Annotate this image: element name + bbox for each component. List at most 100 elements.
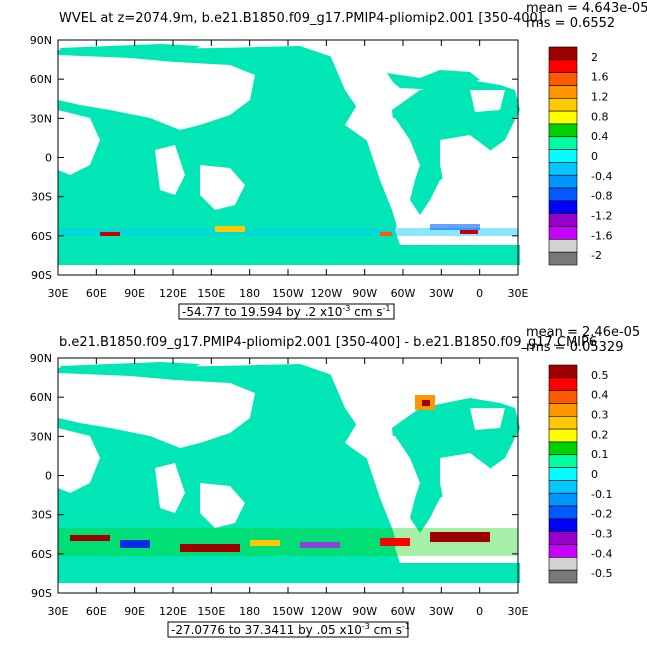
colorbar-swatch [548,531,578,545]
colorbar-label: -0.4 [591,170,612,183]
lon-label: 150E [197,605,225,618]
colorbar-swatch [548,441,578,456]
colorbar-label: -0.4 [591,547,612,560]
lon-label: 180 [239,605,260,618]
lat-label: 60S [31,548,52,561]
colorbar-label: -0.8 [591,190,612,203]
colorbar-swatch [548,544,578,558]
lon-label: 120E [159,287,187,300]
colorbar-label: 0 [591,468,598,481]
colorbar-swatch [548,569,578,584]
colorbar-swatch [548,213,578,227]
panel-2-range-frame [167,621,409,638]
lat-label: 0 [45,152,52,165]
colorbar-swatch [548,149,578,163]
lon-label: 0 [476,287,483,300]
colorbar-swatch [548,492,578,507]
panel-1-mean: mean = 4.643e-05 [526,1,647,16]
lat-label: 60N [30,73,52,86]
panel-1-ocean-field [58,44,520,265]
lat-label: 90N [30,34,52,47]
lon-label: 60W [391,287,416,300]
lat-label: 30S [31,191,52,204]
colorbar-label: 0 [591,150,598,163]
lon-label: 30E [508,287,529,300]
lat-label: 90S [31,587,52,600]
panel-2: b.e21.B1850.f09_g17.PMIP4-pliomip2.001 [… [30,325,640,638]
colorbar-swatch [548,72,578,86]
lon-label: 90W [352,287,377,300]
panel-1-lat-labels: 90N 60N 30N 0 30S 60S 90S [30,34,52,282]
panel-2-ocean-field [58,362,520,583]
colorbar-label: 0.2 [591,428,609,441]
lat-label: 90N [30,352,52,365]
panel-1-lon-labels: 30E 60E 90E 120E 150E 180 150W 120W 90W 60W 30W 0 30… [48,287,529,300]
panel-1-range-text: -54.77 to 19.594 by .2 x10-3 cm s-1 [182,304,390,319]
colorbar-swatch [548,557,578,571]
colorbar-label: -0.5 [591,567,612,580]
colorbar-swatch [548,480,578,494]
colorbar-label: -2 [591,249,602,262]
colorbar-swatch [548,187,578,202]
lat-label: 0 [45,470,52,483]
colorbar-swatch [548,415,578,430]
panel-2-lat-labels: 90N 60N 30N 0 30S 60S 90S [30,352,52,600]
panel-1-colorbar: 2 1.6 1.2 0.8 0.4 0 -0.4 -0.8 -1.2 -1.6 -2 [548,46,612,266]
panel-1-rms: rms = 0.6552 [526,16,615,31]
colorbar-label: 0.4 [591,389,609,402]
lon-label: 60E [86,605,107,618]
lon-label: 60E [86,287,107,300]
colorbar-swatch [548,239,578,253]
lon-label: 180 [239,287,260,300]
lon-label: 30E [508,605,529,618]
panel-2-colorbar: 0.5 0.4 0.3 0.2 0.1 0 -0.1 -0.2 -0.3 -0.4 -0.5 [548,364,612,584]
lat-label: 60N [30,391,52,404]
lon-label: 60W [391,605,416,618]
lon-label: 120W [310,287,342,300]
panel-1-range-box: -54.77 to 19.594 by .2 x10-3 cm s-1 [178,303,395,320]
colorbar-swatch [548,251,578,266]
panel-1-axis-ticks [57,39,519,276]
colorbar-label: 2 [591,51,598,64]
lon-label: 120W [310,605,342,618]
panel-2-rms: rms = 0.05329 [526,340,623,355]
lat-label: 30N [30,430,52,443]
lon-label: 30E [48,605,69,618]
panel-1: WVEL at z=2074.9m, b.e21.B1850.f09_g17.P… [30,1,647,320]
colorbar-swatch [548,136,578,150]
lon-label: 150W [272,605,304,618]
lon-label: 0 [476,605,483,618]
lon-label: 30E [48,287,69,300]
colorbar-swatch [548,46,578,61]
lon-label: 30W [429,287,454,300]
lat-label: 60S [31,230,52,243]
lon-label: 120E [159,605,187,618]
lat-label: 30N [30,112,52,125]
colorbar-swatch [548,505,578,520]
lat-label: 30S [31,509,52,522]
colorbar-swatch [548,85,578,99]
panel-2-axis-ticks [57,357,519,594]
colorbar-swatch [548,226,578,240]
lon-label: 150W [272,287,304,300]
lon-label: 90E [124,605,145,618]
colorbar-swatch [548,390,578,404]
colorbar-label: 1.6 [591,71,609,84]
panel-2-map [57,357,520,594]
lon-label: 90W [352,605,377,618]
colorbar-label: 0.8 [591,110,609,123]
panel-1-map [57,39,520,276]
panel-1-title: WVEL at z=2074.9m, b.e21.B1850.f09_g17.P… [59,11,543,26]
colorbar-swatch [548,59,578,73]
panel-2-title: b.e21.B1850.f09_g17.PMIP4-pliomip2.001 [… [59,335,597,350]
colorbar-swatch [548,454,578,468]
colorbar-swatch [548,364,578,379]
panel-2-lon-labels: 30E 60E 90E 120E 150E 180 150W 120W 90W 60W 30W 0 30… [48,605,529,618]
colorbar-swatch [548,467,578,481]
colorbar-label: -1.2 [591,209,612,222]
colorbar-swatch [548,518,578,533]
panel-2-range-box: -27.0776 to 37.3411 by .05 x10-3 cm s-1 [167,621,410,638]
colorbar-label: -0.2 [591,508,612,521]
colorbar-swatch [548,377,578,391]
